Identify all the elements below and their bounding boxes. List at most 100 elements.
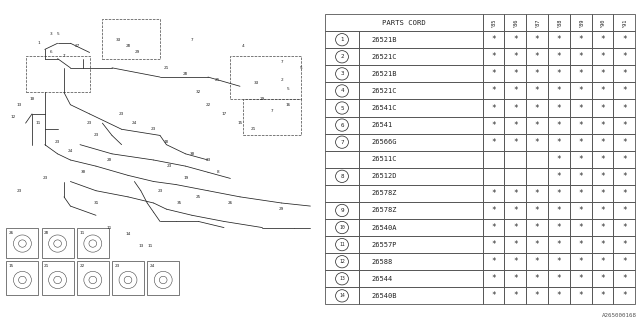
Text: *: * [622, 223, 627, 232]
Text: *: * [491, 257, 496, 266]
Bar [548, 82, 570, 100]
Text: *: * [557, 35, 561, 44]
Text: 26521B: 26521B [372, 71, 397, 77]
Bar [570, 219, 591, 236]
Bar [483, 134, 504, 151]
Text: *: * [535, 35, 540, 44]
Text: 29: 29 [279, 207, 284, 211]
Text: 26578Z: 26578Z [372, 207, 397, 213]
Text: 18: 18 [164, 140, 169, 144]
Text: 23: 23 [55, 140, 60, 144]
Text: *: * [557, 291, 561, 300]
Text: *: * [579, 172, 583, 181]
Bar [325, 219, 359, 236]
Bar [504, 236, 526, 253]
Text: 10: 10 [29, 97, 35, 100]
Bar [504, 185, 526, 202]
Text: *: * [557, 172, 561, 181]
Text: *: * [579, 291, 583, 300]
Bar [325, 14, 483, 31]
Text: *: * [513, 291, 518, 300]
Bar [359, 82, 483, 100]
Bar [483, 151, 504, 168]
Text: 3: 3 [50, 32, 52, 36]
Bar [613, 168, 635, 185]
Text: *: * [600, 172, 605, 181]
Text: *: * [622, 121, 627, 130]
Bar [570, 202, 591, 219]
Text: 7: 7 [63, 53, 65, 58]
Text: 26540A: 26540A [372, 225, 397, 230]
Text: *: * [557, 223, 561, 232]
Text: 23: 23 [167, 164, 172, 168]
Bar [359, 134, 483, 151]
Text: 11: 11 [106, 226, 111, 229]
Text: 7: 7 [340, 140, 344, 145]
Text: *: * [491, 35, 496, 44]
Text: '85: '85 [491, 18, 496, 27]
Bar [504, 253, 526, 270]
Text: *: * [491, 121, 496, 130]
Bar [359, 116, 483, 134]
Text: 11: 11 [339, 242, 345, 247]
Bar [591, 185, 613, 202]
Text: *: * [491, 189, 496, 198]
Text: *: * [600, 155, 605, 164]
Bar [548, 116, 570, 134]
Text: 23: 23 [115, 264, 120, 268]
Bar [570, 31, 591, 48]
Bar [325, 82, 359, 100]
Bar [504, 202, 526, 219]
Text: 16: 16 [285, 103, 291, 107]
Text: *: * [557, 189, 561, 198]
Text: *: * [557, 155, 561, 164]
Bar [504, 116, 526, 134]
Bar [243, 99, 301, 135]
Bar [548, 100, 570, 116]
Text: '87: '87 [534, 18, 540, 27]
Text: *: * [600, 86, 605, 95]
Text: 11: 11 [36, 121, 41, 125]
Bar [570, 65, 591, 82]
Text: *: * [600, 52, 605, 61]
Bar [325, 48, 359, 65]
Bar [504, 100, 526, 116]
Text: *: * [622, 189, 627, 198]
Text: 26541: 26541 [372, 122, 393, 128]
Text: *: * [535, 206, 540, 215]
Text: 9: 9 [340, 208, 344, 213]
Bar [325, 253, 359, 270]
Bar [526, 14, 548, 31]
Bar [42, 228, 74, 258]
Text: 5: 5 [56, 32, 59, 36]
Text: *: * [622, 257, 627, 266]
Text: *: * [600, 240, 605, 249]
Text: 26578Z: 26578Z [372, 190, 397, 196]
Text: 21: 21 [215, 78, 220, 82]
Bar [112, 261, 144, 295]
Bar [147, 261, 179, 295]
Bar [483, 270, 504, 287]
Text: *: * [579, 103, 583, 113]
Text: 2: 2 [280, 78, 283, 82]
Bar [613, 100, 635, 116]
Text: *: * [491, 69, 496, 78]
Bar [483, 48, 504, 65]
Text: *: * [535, 223, 540, 232]
Bar [325, 287, 359, 304]
Text: '89: '89 [578, 18, 583, 27]
Text: *: * [622, 35, 627, 44]
Text: 23: 23 [17, 189, 22, 193]
Text: 7: 7 [280, 60, 283, 64]
Bar [591, 270, 613, 287]
Bar [591, 48, 613, 65]
Text: *: * [535, 240, 540, 249]
Bar [77, 261, 109, 295]
Text: *: * [579, 206, 583, 215]
Bar [613, 31, 635, 48]
Text: 21: 21 [164, 66, 169, 70]
Text: *: * [622, 274, 627, 283]
Text: *: * [622, 138, 627, 147]
Text: 19: 19 [183, 176, 188, 180]
Bar [613, 270, 635, 287]
